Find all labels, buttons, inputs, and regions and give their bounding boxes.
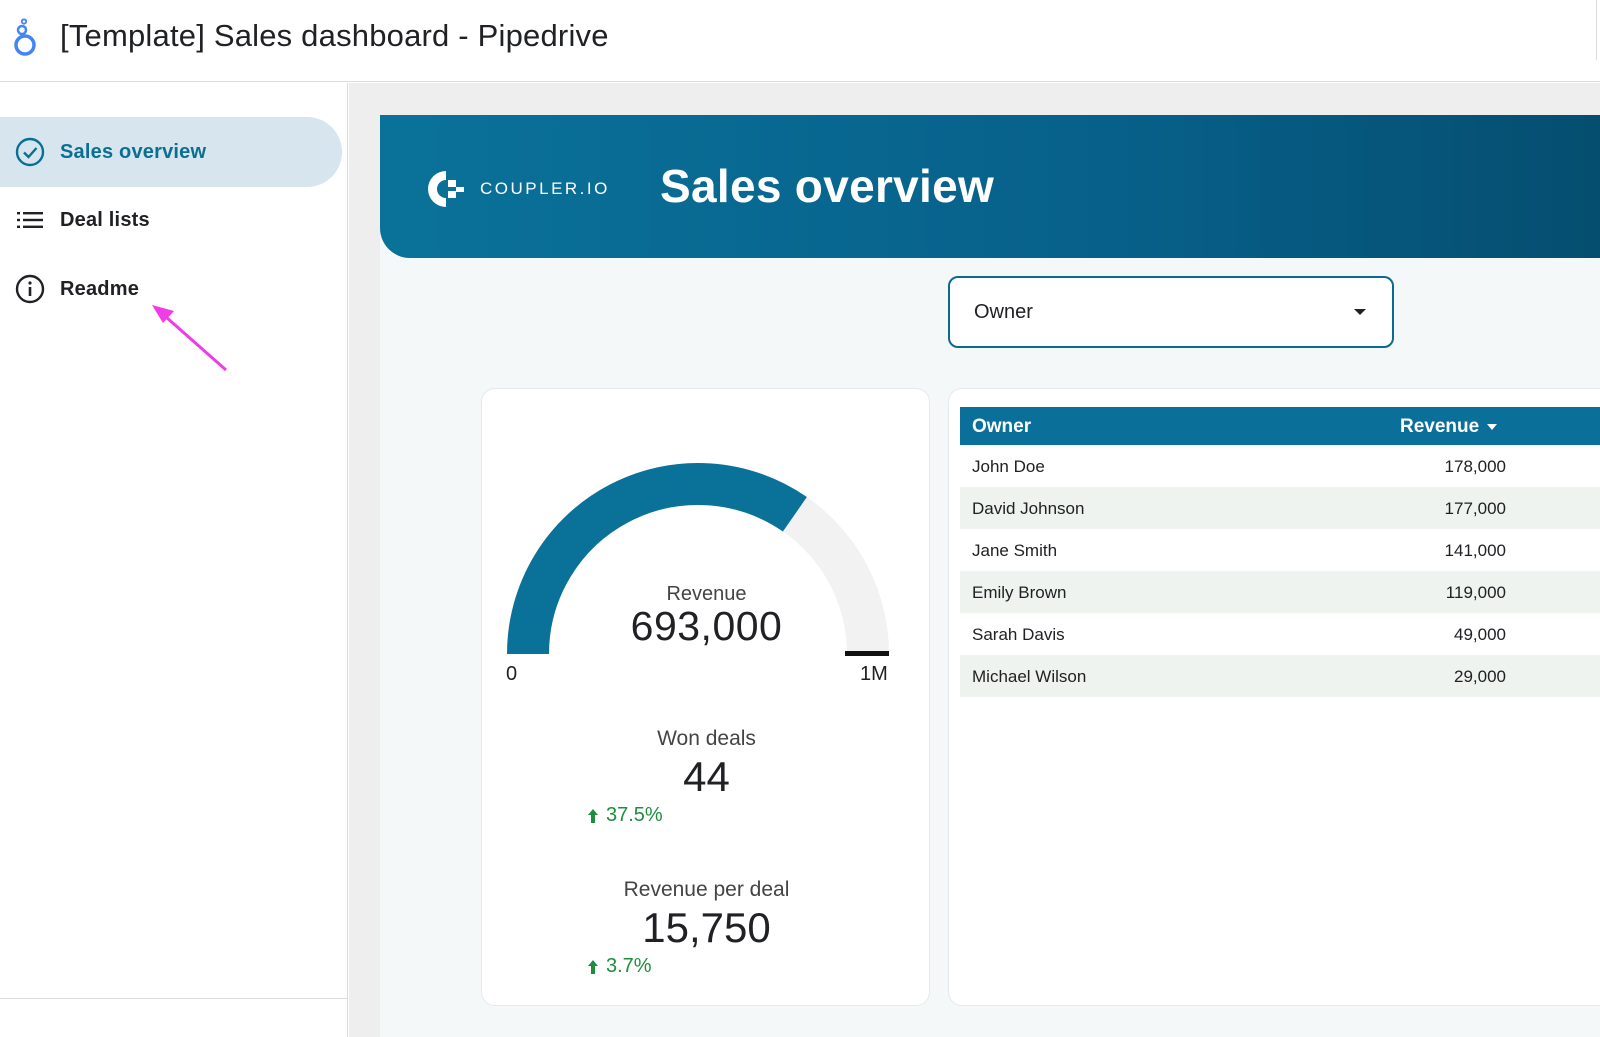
kpi-value: 15,750 — [642, 904, 771, 951]
report-title[interactable]: [Template] Sales dashboard - Pipedrive — [60, 18, 609, 53]
sort-desc-icon — [1487, 423, 1498, 430]
owner-cell: Emily Brown — [972, 583, 1067, 602]
chevron-down-icon — [1354, 309, 1366, 315]
table-row[interactable]: Michael Wilson 29,000 — [960, 655, 1600, 697]
owner-cell: Sarah Davis — [972, 625, 1065, 644]
arrow-up-icon — [588, 808, 598, 823]
column-header-revenue[interactable]: Revenue — [1400, 416, 1498, 438]
list-icon — [14, 204, 46, 236]
kpi-card: Revenue 693,000 0 1M Won deals 44 37.5% … — [481, 388, 930, 1006]
page-navigation: Sales overview Deal lists Readme — [0, 83, 348, 1037]
table-row[interactable]: Emily Brown 119,000 — [960, 571, 1600, 613]
page-title: Sales overview — [660, 160, 995, 212]
table-row[interactable]: David Johnson 177,000 — [960, 487, 1600, 529]
column-header-owner[interactable]: Owner — [972, 416, 1032, 437]
table-row[interactable]: John Doe 178,000 — [960, 445, 1600, 487]
filter-label: Owner — [974, 301, 1033, 323]
revenue-cell: 119,000 — [1445, 583, 1506, 602]
owner-cell: John Doe — [972, 457, 1045, 476]
nav-item-readme[interactable]: Readme — [0, 254, 342, 324]
revenue-cell: 29,000 — [1454, 667, 1506, 686]
header-banner: COUPLER.IO Sales overview — [380, 115, 1600, 258]
gauge-label: Revenue — [666, 583, 747, 605]
revenue-cell: 49,000 — [1454, 625, 1506, 644]
column-label: Revenue — [1400, 416, 1480, 437]
owner-cell: David Johnson — [972, 499, 1085, 518]
gauge-target-marker — [845, 651, 889, 656]
owner-revenue-table: Owner Revenue John Doe 178,000 David John… — [960, 407, 1600, 697]
owner-filter-dropdown[interactable]: Owner — [948, 276, 1394, 348]
arrow-up-icon — [588, 959, 598, 974]
gauge-max-label: 1M — [860, 663, 888, 685]
looker-studio-logo-icon[interactable] — [10, 18, 40, 58]
revenue-gauge — [507, 463, 889, 656]
coupler-brand: COUPLER.IO — [424, 167, 610, 211]
revenue-cell: 177,000 — [1444, 499, 1506, 518]
nav-label: Deal lists — [60, 208, 150, 231]
kpi-value: 44 — [683, 753, 730, 800]
owner-revenue-table-card: Owner Revenue John Doe 178,000 David John… — [948, 388, 1600, 1006]
owner-cell: Michael Wilson — [972, 667, 1087, 686]
table-header: Owner Revenue — [960, 407, 1600, 445]
delta-value: 3.7% — [606, 955, 652, 977]
brand-name: COUPLER.IO — [480, 179, 610, 198]
table-row[interactable]: Jane Smith 141,000 — [960, 529, 1600, 571]
revenue-cell: 141,000 — [1444, 541, 1506, 560]
info-icon — [14, 273, 46, 305]
check-circle-icon — [14, 136, 46, 168]
nav-label: Sales overview — [60, 140, 207, 163]
gauge-min-label: 0 — [506, 663, 518, 685]
gauge-fill — [507, 463, 807, 655]
sidebar-divider — [0, 998, 347, 999]
report-canvas: COUPLER.IO Sales overview Owner Revenue … — [349, 83, 1600, 1037]
coupler-logo-icon — [428, 171, 464, 207]
nav-item-deal-lists[interactable]: Deal lists — [0, 185, 342, 255]
revenue-per-deal-scorecard: Revenue per deal 15,750 — [482, 878, 931, 952]
table-row[interactable]: Sarah Davis 49,000 — [960, 613, 1600, 655]
nav-label: Readme — [60, 277, 140, 300]
owner-cell: Jane Smith — [972, 541, 1058, 560]
won-deals-scorecard: Won deals 44 — [482, 727, 931, 801]
won-deals-delta: 37.5% — [588, 804, 663, 827]
revenue-cell: 178,000 — [1444, 457, 1506, 476]
kpi-title: Revenue per deal — [623, 878, 790, 901]
topbar-divider — [1596, 0, 1600, 60]
delta-value: 37.5% — [606, 804, 663, 826]
report-page: COUPLER.IO Sales overview Owner Revenue … — [380, 115, 1600, 1037]
top-bar: [Template] Sales dashboard - Pipedrive — [0, 0, 1600, 82]
gauge-value: 693,000 — [630, 603, 783, 649]
nav-item-sales-overview[interactable]: Sales overview — [0, 117, 342, 187]
revenue-per-deal-delta: 3.7% — [588, 955, 652, 978]
kpi-title: Won deals — [657, 727, 756, 750]
